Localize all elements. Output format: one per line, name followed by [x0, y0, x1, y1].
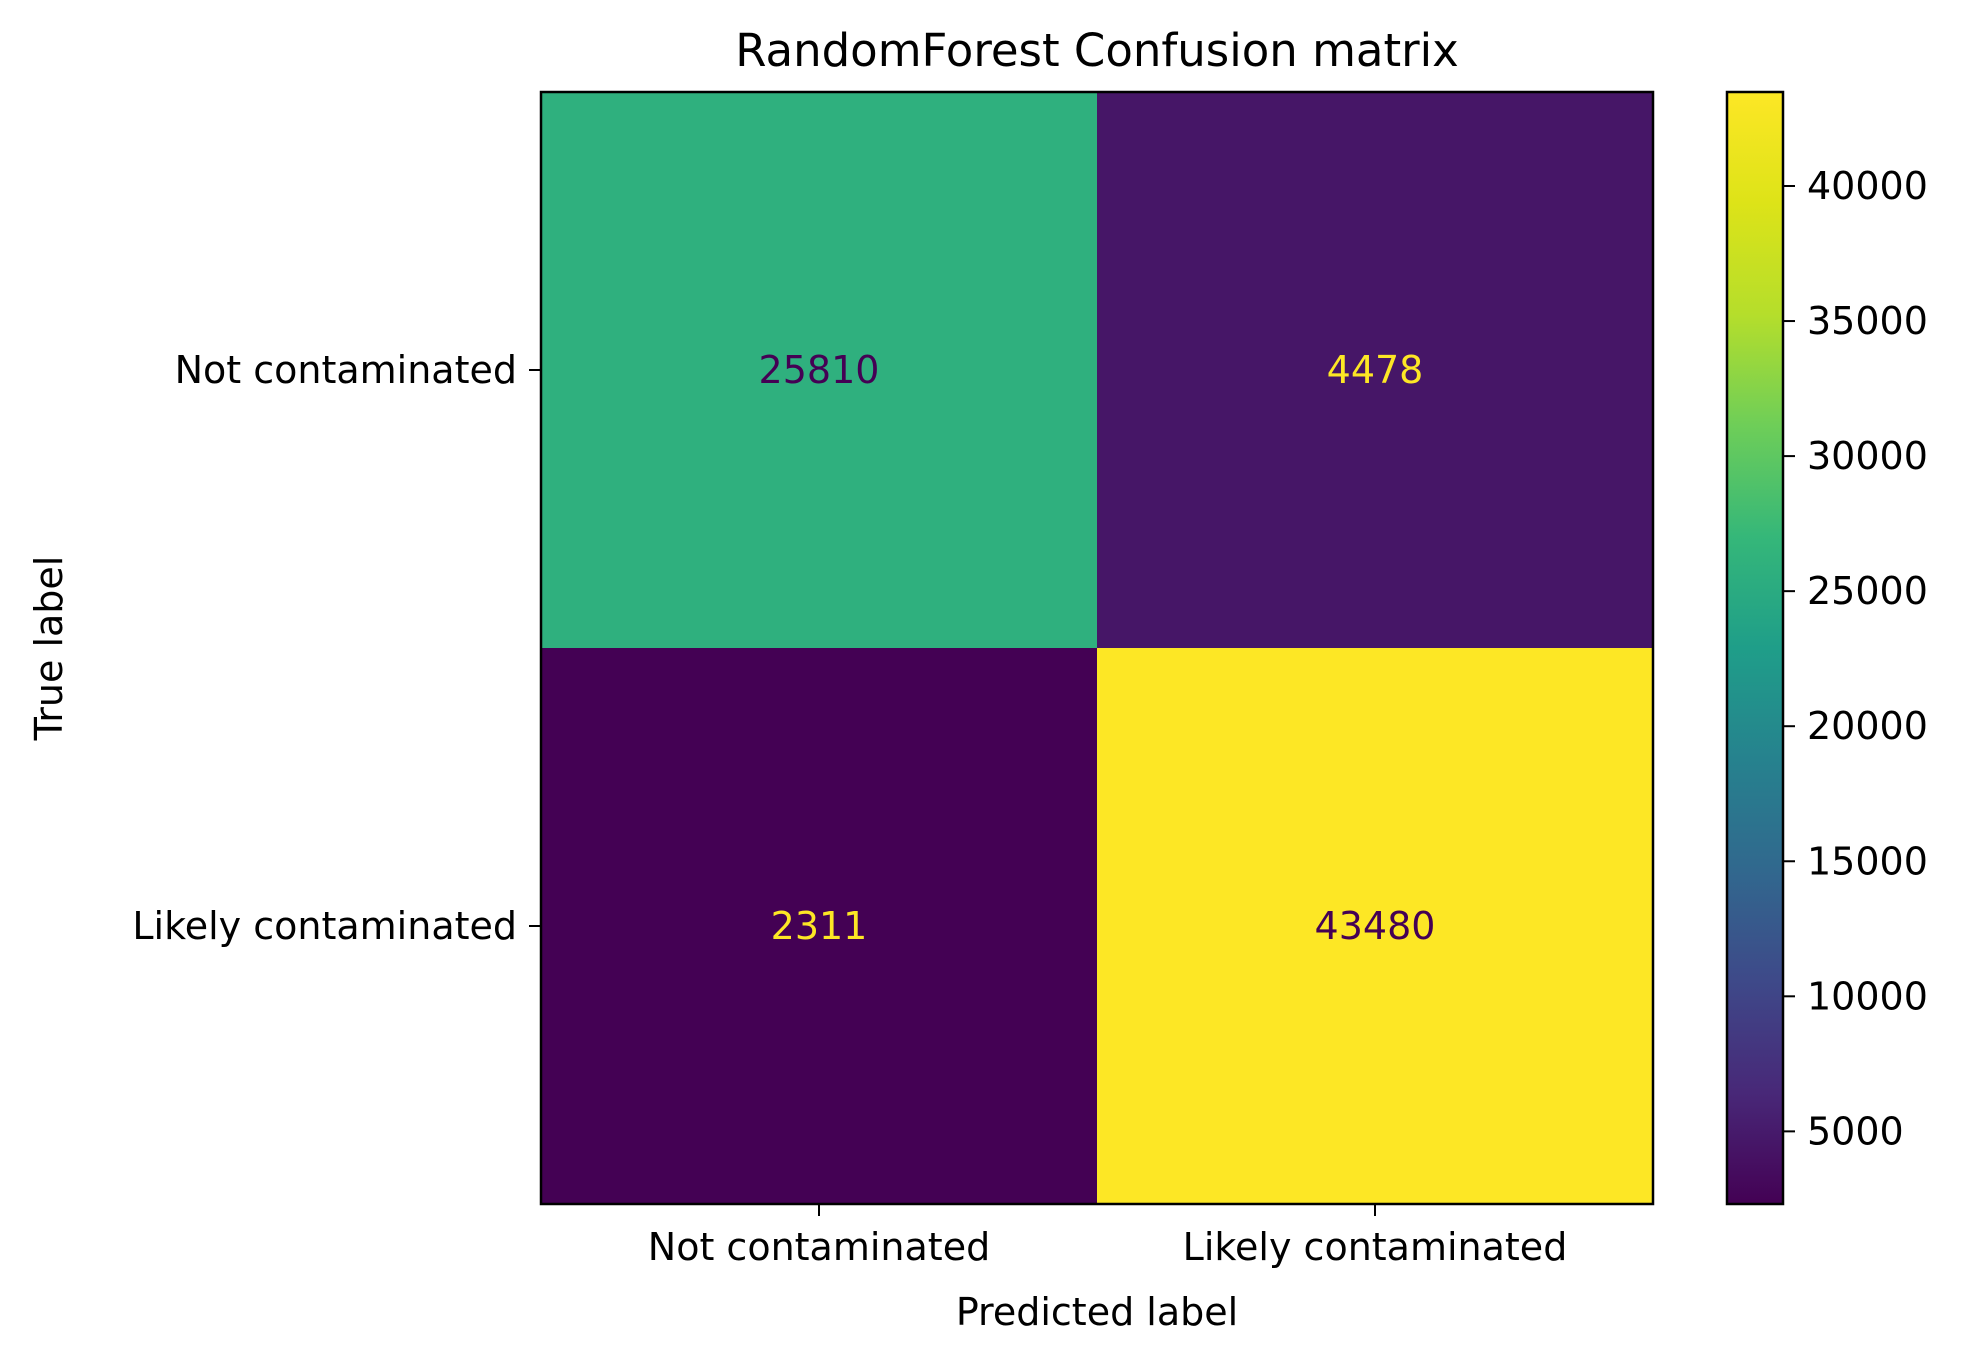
colorbar: [1727, 92, 1783, 1204]
colorbar-tick-label-5: 30000: [1807, 434, 1928, 478]
colorbar-tick-label-1: 10000: [1807, 974, 1928, 1018]
cell-value-label-0-0: 25810: [759, 348, 880, 392]
chart-title: RandomForest Confusion matrix: [735, 24, 1459, 77]
colorbar-tick-label-3: 20000: [1807, 704, 1928, 748]
matrix-cell-0-1: [1097, 92, 1653, 648]
colorbar-tick-label-4: 25000: [1807, 569, 1928, 613]
matrix-cell-labels: 25810 4478 2311 43480: [759, 348, 1436, 948]
colorbar-ticks: 5000 10000 15000 20000 25000 30000 35000 40000: [1783, 164, 1928, 1153]
colorbar-tick-label-7: 40000: [1807, 164, 1928, 208]
cell-value-label-1-0: 2311: [771, 904, 868, 948]
colorbar-tick-label-0: 5000: [1807, 1109, 1904, 1153]
colorbar-tick-label-2: 15000: [1807, 839, 1928, 883]
cell-value-label-0-1: 4478: [1327, 348, 1424, 392]
y-axis-label: True label: [27, 556, 71, 742]
matrix-cells: [541, 92, 1653, 1204]
x-tick-label-1: Likely contaminated: [1183, 1225, 1568, 1269]
colorbar-tick-label-6: 35000: [1807, 299, 1928, 343]
y-axis-ticks: Not contaminated Likely contaminated: [132, 348, 541, 948]
y-tick-label-1: Likely contaminated: [132, 904, 517, 948]
matrix-cell-0-0: [541, 92, 1097, 648]
x-axis-ticks: Not contaminated Likely contaminated: [648, 1204, 1568, 1269]
x-axis-label: Predicted label: [956, 1290, 1238, 1334]
x-tick-label-0: Not contaminated: [648, 1225, 990, 1269]
y-tick-label-0: Not contaminated: [175, 348, 517, 392]
cell-value-label-1-1: 43480: [1315, 904, 1436, 948]
matrix-cell-1-0: [541, 648, 1097, 1204]
plot-frame: [539, 90, 1655, 1206]
colorbar-frame: [1725, 90, 1785, 1206]
matrix-cell-1-1: [1097, 648, 1653, 1204]
